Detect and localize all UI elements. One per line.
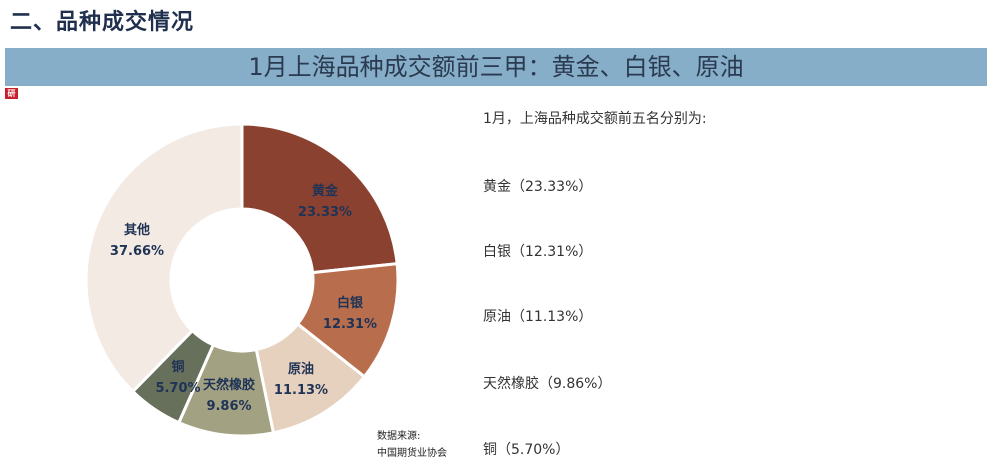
slice-label-other: 其他 37.66% (109, 223, 165, 259)
slice-label-gold: 黄金 23.33% (297, 184, 353, 220)
summary-item: 黄金（23.33%） (483, 179, 593, 195)
summary-item: 白银（12.31%） (483, 244, 593, 260)
slice-label-copper: 铜 5.70% (155, 360, 201, 396)
summary-item: 铜（5.70%） (483, 442, 570, 458)
summary-intro: 1月，上海品种成交额前五名分别为: (483, 111, 707, 127)
data-source-note: 数据来源: 中国期货业协会 (377, 431, 447, 459)
summary-item: 天然橡胶（9.86%） (483, 376, 612, 392)
slice-label-crude-oil: 原油 11.13% (273, 362, 329, 398)
slice-label-natural-rubber: 天然橡胶 9.86% (202, 378, 256, 414)
donut-slice (84, 122, 244, 394)
slice-label-silver: 白银 12.31% (322, 296, 378, 332)
chart-title-banner: 1月上海品种成交额前三甲：黄金、白银、原油 (5, 48, 987, 86)
research-logo-icon: 研 (5, 88, 18, 99)
summary-item: 原油（11.13%） (483, 309, 593, 325)
donut-chart: 黄金 23.33% 白银 12.31% 原油 11.13% 天然橡胶 9.86%… (0, 100, 480, 468)
section-title: 二、品种成交情况 (10, 10, 195, 35)
donut-chart-graphic (84, 122, 400, 438)
donut-slice (240, 122, 399, 275)
